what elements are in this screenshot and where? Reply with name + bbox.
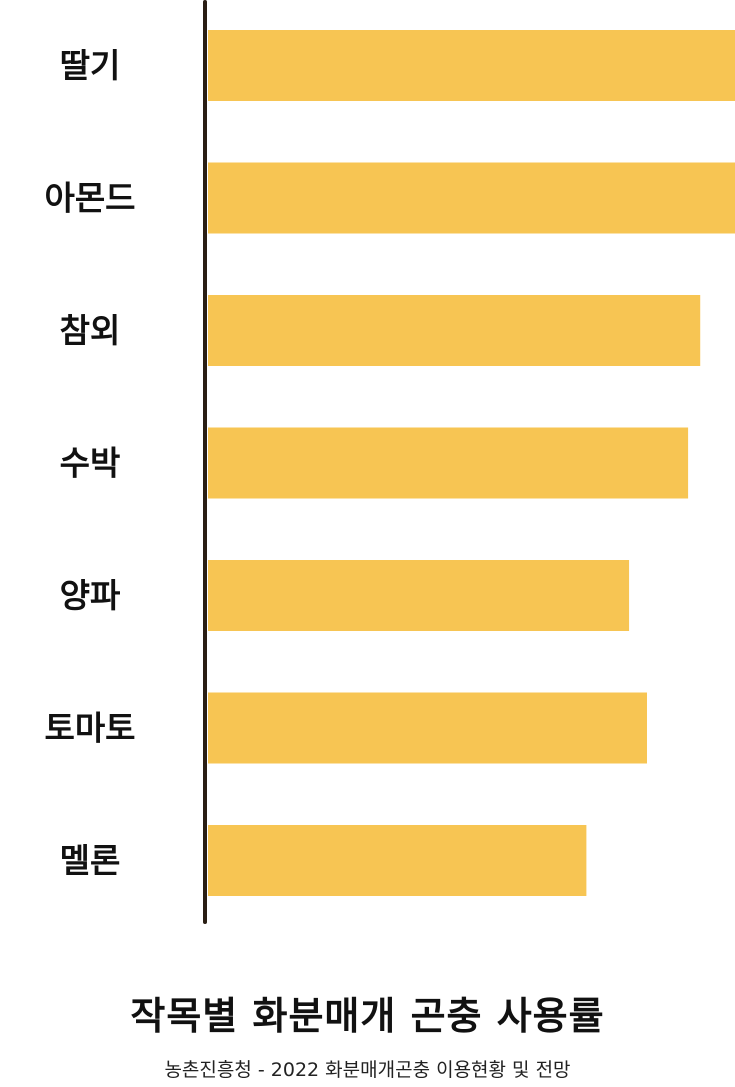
bar-1 [208, 30, 735, 101]
bar-5 [208, 560, 630, 631]
category-label-1: 딸기 [60, 46, 121, 85]
category-label-5: 양파 [60, 576, 121, 615]
chart-source-subtitle: 농촌진흥청 - 2022 화분매개곤충 이용현황 및 전망 [164, 1059, 571, 1081]
bar-6 [208, 692, 647, 764]
bar-2 [208, 162, 735, 234]
category-label-4: 수박 [60, 444, 121, 483]
bar-3 [208, 295, 701, 366]
chart-title: 작목별 화분매개 곤충 사용률 [130, 994, 605, 1038]
bars-group [208, 30, 735, 896]
bar-7 [208, 825, 587, 896]
category-label-3: 참외 [60, 311, 121, 350]
category-label-2: 아몬드 [44, 179, 135, 218]
category-label-6: 토마토 [44, 709, 135, 748]
category-label-7: 멜론 [60, 841, 121, 880]
bar-4 [208, 427, 689, 499]
